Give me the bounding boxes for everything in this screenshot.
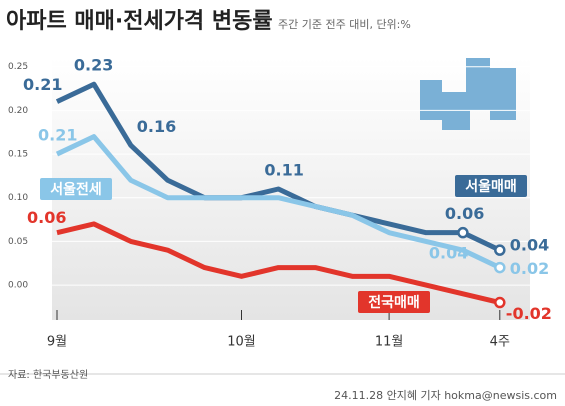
subtitle: 주간 기준 전주 대비, 단위:%: [278, 18, 411, 31]
chart-title: 아파트 매매·전세가격 변동률: [6, 9, 273, 34]
data-label: 0.04: [510, 236, 549, 255]
y-tick-label: 0.20: [8, 106, 28, 116]
credit: 24.11.28 안지혜 기자 hokma@newsis.com: [334, 389, 557, 402]
data-label: 0.23: [74, 56, 113, 75]
x-tick-label: 9월: [47, 335, 67, 350]
y-tick-label: 0.15: [8, 150, 28, 160]
point-marker: [494, 244, 506, 256]
data-label: -0.02: [506, 304, 552, 323]
x-tick-label: 10월: [227, 335, 256, 350]
data-label: 0.04: [429, 244, 468, 263]
series-line: [55, 134, 501, 270]
legend-box: [455, 175, 527, 197]
data-label: 0.06: [445, 204, 484, 223]
y-tick-label: 0.25: [8, 62, 28, 72]
legend-box: [358, 291, 430, 313]
data-label: 0.02: [510, 259, 549, 278]
series-line: [55, 81, 501, 253]
data-label: 0.16: [137, 117, 176, 136]
y-tick-label: 0.10: [8, 193, 28, 203]
point-marker: [457, 226, 469, 239]
x-tick-label: 4주: [490, 335, 510, 350]
source: 자료: 한국부동산원: [8, 369, 88, 381]
y-tick-label: 0.00: [8, 281, 28, 291]
data-label: 0.21: [23, 75, 62, 94]
legend-label: 서울전세: [50, 181, 102, 198]
annotation: 0.21: [38, 126, 77, 145]
x-tick-label: 11월: [375, 335, 404, 350]
point-marker: [494, 261, 506, 274]
y-tick-label: 0.05: [8, 237, 28, 247]
legend-box: [40, 178, 112, 200]
series-line: [56, 221, 501, 305]
data-label: 0.11: [264, 161, 303, 180]
legend-label: 서울매매: [465, 178, 517, 195]
data-label: 0.06: [27, 208, 66, 227]
legend-label: 전국매매: [368, 294, 420, 311]
point-marker: [494, 296, 506, 309]
